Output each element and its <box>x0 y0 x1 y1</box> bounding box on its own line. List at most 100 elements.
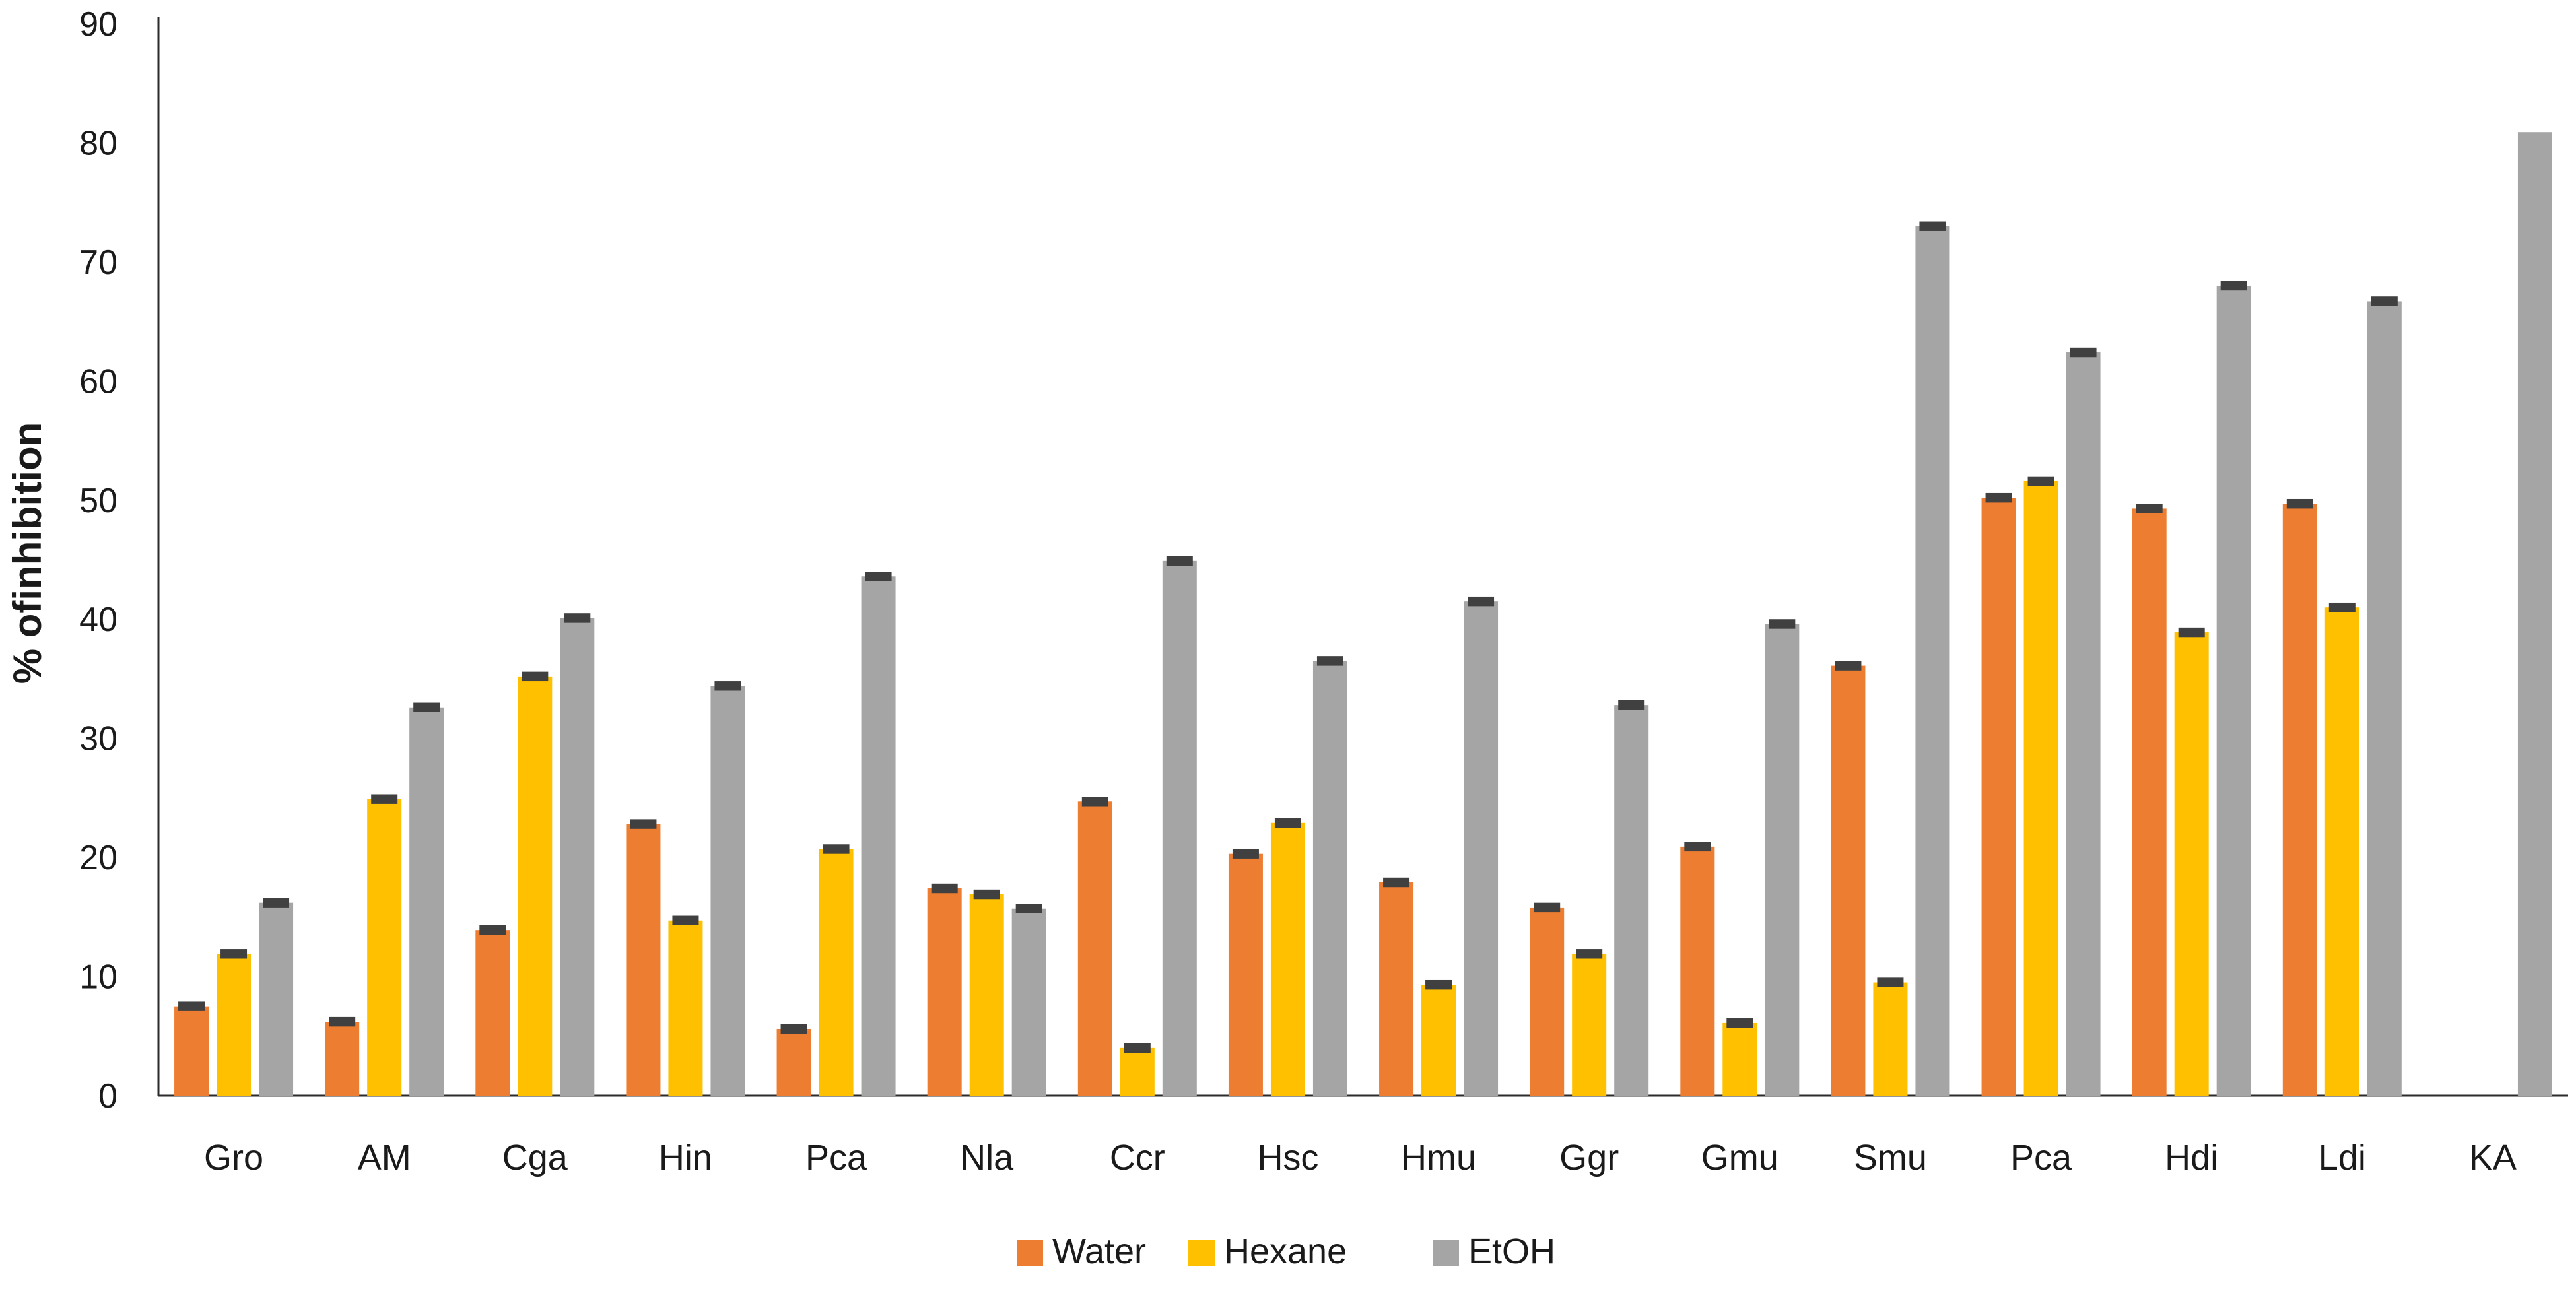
error-bar <box>1919 221 1946 231</box>
y-tick-label: 10 <box>79 958 118 997</box>
error-bar <box>931 883 958 894</box>
legend-swatch-hexane <box>1188 1240 1215 1266</box>
bar-etoh-hin <box>710 686 745 1096</box>
x-tick-label: Pca <box>805 1138 867 1177</box>
bar-hexane-nla <box>969 894 1004 1096</box>
x-tick-label: Hdi <box>2165 1138 2218 1177</box>
error-bar <box>1877 977 1904 987</box>
bar-etoh-pca <box>861 576 896 1096</box>
error-bar <box>2070 347 2097 358</box>
x-tick-label: Hin <box>659 1138 712 1177</box>
error-bar <box>973 889 1000 900</box>
error-bar <box>371 794 398 804</box>
bar-etoh-ggr <box>1614 705 1649 1096</box>
x-tick-label: KA <box>2469 1138 2517 1177</box>
x-tick-label: Smu <box>1854 1138 1927 1177</box>
bar-etoh-hsc <box>1312 661 1347 1096</box>
x-tick-label: Hmu <box>1401 1138 1476 1177</box>
bar-hexane-pca <box>2023 480 2058 1096</box>
error-bar <box>1618 700 1645 710</box>
bars <box>174 132 2552 1096</box>
bar-etoh-am <box>409 707 444 1096</box>
bar-water-pca <box>776 1028 811 1096</box>
y-tick-label: 20 <box>79 839 118 877</box>
bar-hexane-hin <box>668 920 703 1096</box>
bar-water-pca <box>1981 498 2016 1096</box>
bar-etoh-pca <box>2066 352 2101 1096</box>
bar-water-hsc <box>1228 853 1263 1096</box>
bar-etoh-gmu <box>1765 624 1800 1096</box>
x-tick-label: Pca <box>2010 1138 2072 1177</box>
bar-etoh-ldi <box>2367 301 2402 1096</box>
error-bar <box>1274 818 1301 828</box>
bar-hexane-hsc <box>1270 822 1305 1096</box>
bar-etoh-nla <box>1011 908 1046 1096</box>
y-axis: 0 10 20 30 40 50 60 70 80 90 <box>79 5 160 1115</box>
error-bar <box>780 1024 807 1034</box>
error-bar <box>1576 949 1603 959</box>
error-bar <box>263 898 290 908</box>
error-bar <box>2371 296 2398 306</box>
error-bar <box>479 925 506 935</box>
bar-etoh-ka <box>2517 132 2552 1096</box>
error-bar <box>1468 596 1495 607</box>
error-bar <box>2027 476 2054 486</box>
y-tick-label: 0 <box>98 1077 118 1115</box>
error-bar <box>1232 849 1259 859</box>
error-bar <box>1534 902 1561 913</box>
error-bar <box>1015 904 1042 913</box>
error-bar <box>220 949 248 959</box>
error-bar <box>630 819 657 829</box>
y-tick-label: 70 <box>79 244 118 282</box>
bar-etoh-ccr <box>1162 560 1197 1096</box>
x-tick-label: Cga <box>502 1138 568 1177</box>
x-tick-label: Ccr <box>1110 1138 1165 1177</box>
legend-swatch-etoh <box>1433 1240 1459 1266</box>
error-bar <box>178 1001 205 1011</box>
bar-water-smu <box>1831 665 1866 1096</box>
bar-hexane-am <box>367 799 402 1096</box>
bar-water-am <box>325 1022 360 1096</box>
bar-water-ggr <box>1530 907 1565 1096</box>
bar-water-hdi <box>2132 508 2167 1096</box>
error-bar <box>1835 661 1862 671</box>
bar-etoh-hmu <box>1464 601 1499 1096</box>
y-tick-label: 30 <box>79 720 118 758</box>
bar-hexane-ccr <box>1120 1047 1155 1096</box>
legend-label-water: Water <box>1052 1232 1146 1271</box>
bar-hexane-ggr <box>1572 954 1607 1096</box>
x-tick-label: Ldi <box>2319 1138 2366 1177</box>
error-bar <box>1425 979 1452 990</box>
bar-water-cga <box>475 930 510 1096</box>
error-bar <box>1316 656 1343 666</box>
bar-etoh-cga <box>560 618 595 1096</box>
x-tick-label: Hsc <box>1257 1138 1318 1177</box>
bar-hexane-pca <box>819 849 854 1096</box>
bar-hexane-hmu <box>1421 985 1456 1096</box>
error-bar <box>1124 1043 1151 1053</box>
error-bar <box>1985 492 2012 503</box>
legend-label-etoh: EtOH <box>1468 1232 1555 1271</box>
error-bar <box>1769 619 1796 629</box>
bar-hexane-cga <box>518 676 553 1096</box>
x-tick-label: Gmu <box>1701 1138 1779 1177</box>
bar-etoh-gro <box>259 902 294 1096</box>
bar-water-hin <box>626 824 661 1096</box>
x-tick-label: Ggr <box>1559 1138 1619 1177</box>
error-bar <box>2136 504 2163 513</box>
error-bar <box>1081 797 1108 807</box>
error-bar <box>2328 602 2356 612</box>
bar-etoh-smu <box>1915 226 1950 1096</box>
error-bar <box>1726 1018 1753 1028</box>
legend-label-hexane: Hexane <box>1224 1232 1347 1271</box>
y-tick-label: 90 <box>79 5 118 44</box>
bar-water-hmu <box>1379 882 1414 1096</box>
x-tick-label: Gro <box>204 1138 263 1177</box>
legend: Water Hexane EtOH <box>1017 1232 1555 1271</box>
error-bar <box>2286 498 2313 509</box>
bar-water-nla <box>927 888 962 1096</box>
bar-water-ccr <box>1077 801 1112 1096</box>
bar-hexane-hdi <box>2174 632 2209 1096</box>
bar-hexane-smu <box>1873 982 1908 1096</box>
